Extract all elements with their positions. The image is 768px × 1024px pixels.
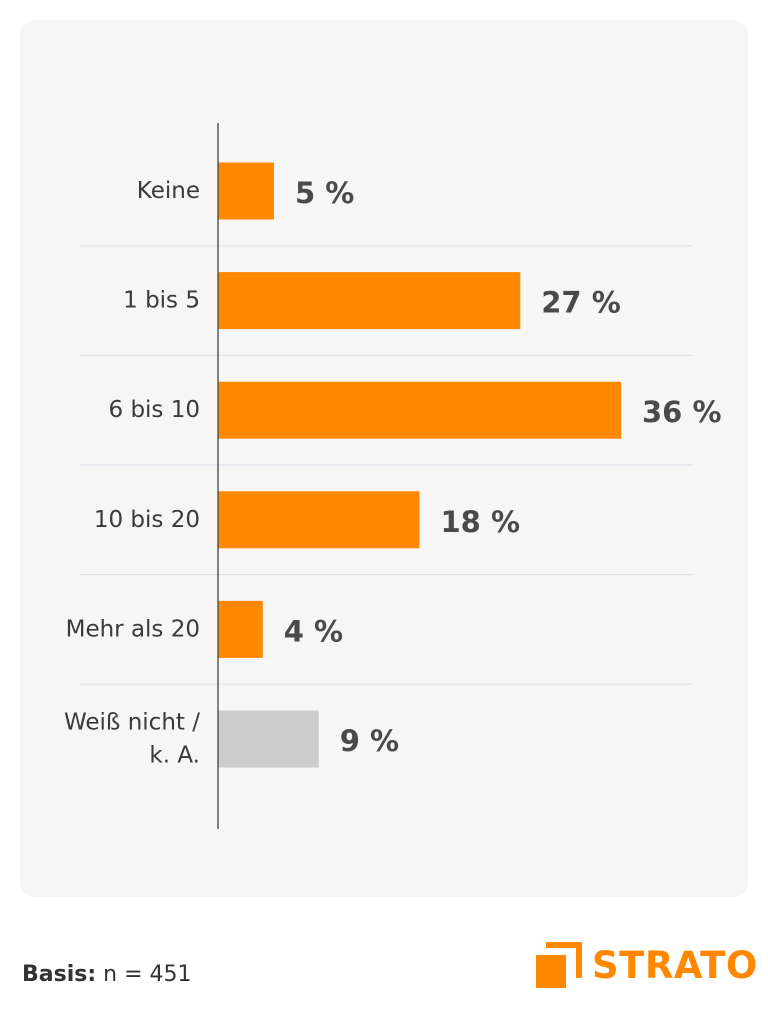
value-label: 36 %: [642, 395, 722, 429]
bar-6: [218, 710, 319, 768]
value-label: 5 %: [295, 176, 354, 210]
category-label: Keine: [137, 178, 200, 204]
value-label: 9 %: [340, 724, 399, 758]
strato-logo-icon: [536, 942, 582, 988]
category-label: Mehr als 20: [66, 616, 200, 642]
value-label: 18 %: [441, 505, 521, 539]
strato-logo: STRATO: [536, 942, 758, 988]
category-label: 10 bis 20: [94, 507, 200, 533]
value-label: 27 %: [541, 286, 621, 320]
category-label: k. A.: [149, 743, 200, 769]
strato-logo-text: STRATO: [592, 943, 758, 987]
category-label: Weiß nicht /: [64, 710, 200, 736]
bar-5: [218, 600, 263, 658]
bar-3: [218, 381, 621, 439]
value-label: 4 %: [284, 614, 343, 648]
category-label: 6 bis 10: [109, 397, 201, 423]
bar-1: [218, 162, 274, 220]
bar-4: [218, 491, 420, 549]
basis-value: n = 451: [103, 962, 192, 987]
bar-chart: Keine 5 % 1 bis 5 27 % 6 bis 10 36 % 10 bis 20…: [64, 123, 722, 829]
basis-label: Basis:: [22, 962, 97, 987]
category-label: 1 bis 5: [123, 288, 200, 314]
chart-card: Keine 5 % 1 bis 5 27 % 6 bis 10 36 % 10 bis 20…: [20, 20, 748, 897]
basis-note: Basis: n = 451: [22, 962, 192, 987]
bar-2: [218, 272, 521, 330]
